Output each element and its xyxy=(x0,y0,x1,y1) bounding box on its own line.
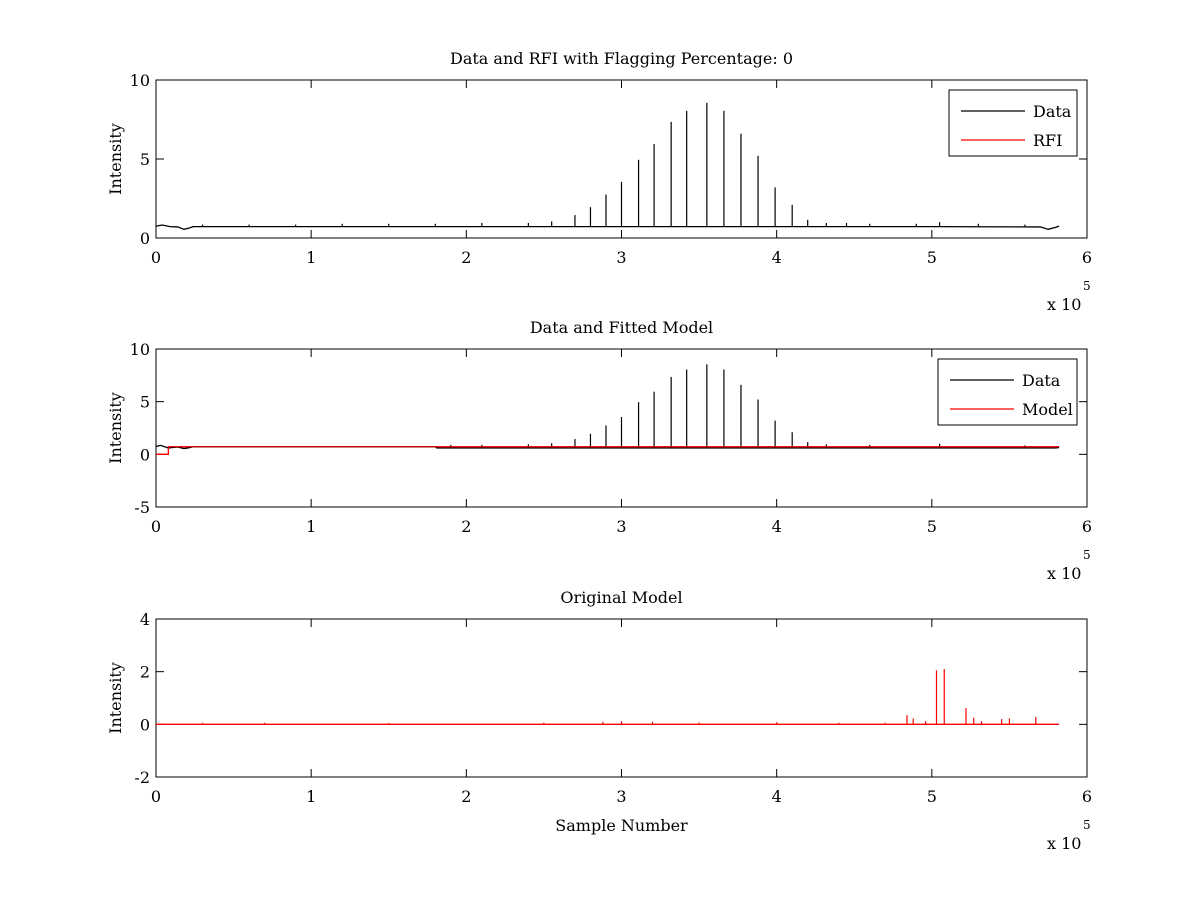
x-tick-label: 5 xyxy=(927,517,937,536)
chart-title: Data and Fitted Model xyxy=(530,318,713,337)
x-tick-label: 0 xyxy=(151,517,161,536)
y-tick-label: 10 xyxy=(130,340,150,359)
x-tick-label: 4 xyxy=(772,787,782,806)
x-tick-label: 6 xyxy=(1082,787,1092,806)
subplot-1: Data and RFI with Flagging Percentage: 0… xyxy=(106,49,1092,314)
legend: Data RFI xyxy=(948,89,1078,157)
x-tick-label: 6 xyxy=(1082,248,1092,267)
x-exponent-power: 5 xyxy=(1083,818,1091,832)
x-exponent-power: 5 xyxy=(1083,279,1091,293)
legend-label: Data xyxy=(1022,371,1061,390)
y-tick-label: 2 xyxy=(140,663,150,682)
x-tick-label: 0 xyxy=(151,248,161,267)
y-tick-label: 0 xyxy=(140,715,150,734)
chart-title: Data and RFI with Flagging Percentage: 0 xyxy=(450,49,793,68)
y-tick-label: -5 xyxy=(134,498,150,517)
plot-area xyxy=(156,364,1060,455)
x-tick-label: 1 xyxy=(306,517,316,536)
legend-box xyxy=(937,358,1078,426)
x-exponent-base: x 10 xyxy=(1047,564,1081,583)
x-exponent-base: x 10 xyxy=(1047,834,1081,853)
plot-area xyxy=(156,102,1060,230)
y-tick-label: 4 xyxy=(140,610,150,629)
x-axis-label: Sample Number xyxy=(555,816,688,835)
y-axis-label: Intensity xyxy=(106,662,125,734)
y-tick-label: -2 xyxy=(134,768,150,787)
x-tick-label: 5 xyxy=(927,787,937,806)
x-tick-label: 5 xyxy=(927,248,937,267)
x-tick-label: 3 xyxy=(616,248,626,267)
y-tick-label: 5 xyxy=(140,150,150,169)
x-exponent-power: 5 xyxy=(1083,548,1091,562)
x-tick-label: 2 xyxy=(461,248,471,267)
subplot-3: Original Model Intensity Sample Number 0 1 2 3… xyxy=(106,588,1092,853)
x-tick-label: 6 xyxy=(1082,517,1092,536)
data-line xyxy=(156,444,1060,450)
chart-title: Original Model xyxy=(560,588,682,607)
legend-label: RFI xyxy=(1033,131,1062,150)
x-exponent-base: x 10 xyxy=(1047,295,1081,314)
x-tick-label: 4 xyxy=(772,517,782,536)
y-axis-label: Intensity xyxy=(106,392,125,464)
y-tick-label: 0 xyxy=(140,229,150,248)
x-tick-label: 1 xyxy=(306,787,316,806)
data-line xyxy=(156,224,1060,230)
x-tick-label: 3 xyxy=(616,787,626,806)
y-tick-label: 10 xyxy=(130,71,150,90)
plot-area xyxy=(156,669,1060,725)
x-tick-label: 0 xyxy=(151,787,161,806)
x-tick-label: 2 xyxy=(461,787,471,806)
x-tick-label: 2 xyxy=(461,517,471,536)
legend-box xyxy=(948,89,1078,157)
legend-label: Model xyxy=(1022,400,1073,419)
model-line-overlay xyxy=(156,446,1060,455)
y-axis-label: Intensity xyxy=(106,123,125,195)
y-tick-label: 5 xyxy=(140,393,150,412)
x-tick-label: 3 xyxy=(616,517,626,536)
legend: Data Model xyxy=(937,358,1078,426)
x-tick-label: 4 xyxy=(772,248,782,267)
legend-label: Data xyxy=(1033,102,1072,121)
y-tick-label: 0 xyxy=(140,445,150,464)
x-tick-label: 1 xyxy=(306,248,316,267)
